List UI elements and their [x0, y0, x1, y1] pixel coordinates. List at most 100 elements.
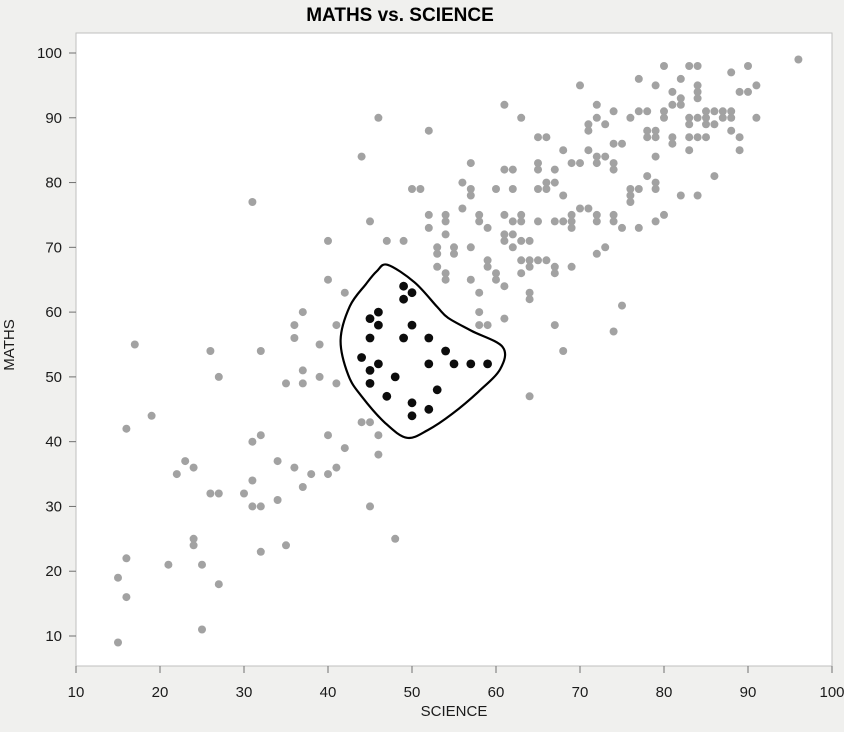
- data-point[interactable]: [651, 152, 660, 161]
- data-point[interactable]: [206, 347, 215, 355]
- data-point[interactable]: [391, 534, 400, 543]
- data-point[interactable]: [332, 463, 341, 472]
- data-point[interactable]: [651, 126, 660, 135]
- selected-data-point[interactable]: [365, 333, 375, 343]
- data-point[interactable]: [534, 217, 542, 226]
- data-point[interactable]: [466, 275, 475, 284]
- data-point[interactable]: [542, 185, 551, 193]
- selected-data-point[interactable]: [365, 366, 375, 375]
- data-point[interactable]: [500, 100, 509, 109]
- data-point[interactable]: [332, 321, 341, 330]
- data-point[interactable]: [567, 217, 576, 226]
- data-point[interactable]: [147, 411, 156, 420]
- data-point[interactable]: [324, 431, 332, 440]
- data-point[interactable]: [248, 502, 257, 511]
- data-point[interactable]: [517, 236, 526, 245]
- data-point[interactable]: [668, 139, 677, 148]
- selected-data-point[interactable]: [382, 391, 392, 401]
- data-point[interactable]: [710, 172, 719, 181]
- data-point[interactable]: [702, 113, 710, 122]
- selected-data-point[interactable]: [399, 333, 408, 343]
- data-point[interactable]: [324, 236, 332, 245]
- data-point[interactable]: [433, 243, 442, 252]
- data-point[interactable]: [550, 178, 559, 187]
- data-point[interactable]: [508, 217, 517, 226]
- data-point[interactable]: [483, 321, 492, 330]
- data-point[interactable]: [550, 262, 559, 271]
- data-point[interactable]: [366, 217, 374, 226]
- data-point[interactable]: [735, 146, 744, 155]
- data-point[interactable]: [248, 437, 257, 446]
- data-point[interactable]: [114, 638, 122, 647]
- data-point[interactable]: [525, 262, 534, 271]
- data-point[interactable]: [240, 489, 248, 498]
- selected-data-point[interactable]: [407, 288, 417, 298]
- data-point[interactable]: [475, 308, 484, 317]
- data-point[interactable]: [559, 191, 568, 200]
- data-point[interactable]: [500, 210, 509, 219]
- data-point[interactable]: [634, 223, 643, 232]
- data-point[interactable]: [424, 210, 433, 219]
- data-point[interactable]: [458, 178, 467, 187]
- data-point[interactable]: [567, 223, 576, 232]
- data-point[interactable]: [592, 159, 601, 168]
- data-point[interactable]: [483, 223, 492, 232]
- data-point[interactable]: [374, 431, 383, 440]
- data-point[interactable]: [433, 249, 442, 258]
- selected-data-point[interactable]: [365, 379, 375, 388]
- data-point[interactable]: [433, 262, 442, 271]
- data-point[interactable]: [542, 256, 551, 265]
- data-point[interactable]: [534, 185, 542, 193]
- selected-data-point[interactable]: [424, 404, 434, 414]
- selected-data-point[interactable]: [374, 320, 383, 330]
- data-point[interactable]: [685, 62, 694, 70]
- data-point[interactable]: [618, 301, 626, 310]
- data-point[interactable]: [643, 126, 652, 135]
- data-point[interactable]: [550, 165, 559, 174]
- data-point[interactable]: [584, 146, 593, 155]
- data-point[interactable]: [702, 107, 710, 116]
- plot-area[interactable]: [75, 32, 833, 667]
- data-point[interactable]: [366, 502, 374, 511]
- data-point[interactable]: [189, 534, 198, 543]
- selected-data-point[interactable]: [390, 372, 400, 382]
- data-point[interactable]: [718, 107, 727, 116]
- data-point[interactable]: [298, 379, 307, 388]
- data-point[interactable]: [676, 191, 685, 200]
- data-point[interactable]: [340, 288, 349, 297]
- data-point[interactable]: [508, 165, 517, 174]
- data-point[interactable]: [550, 321, 559, 330]
- data-point[interactable]: [618, 139, 626, 148]
- data-point[interactable]: [441, 217, 450, 226]
- data-point[interactable]: [122, 554, 131, 563]
- data-point[interactable]: [282, 379, 290, 388]
- data-point[interactable]: [727, 68, 736, 77]
- data-point[interactable]: [693, 94, 702, 103]
- data-point[interactable]: [517, 269, 526, 278]
- data-point[interactable]: [576, 81, 584, 90]
- data-point[interactable]: [483, 256, 492, 265]
- data-point[interactable]: [643, 133, 652, 142]
- selected-data-point[interactable]: [399, 294, 408, 304]
- data-point[interactable]: [298, 366, 307, 375]
- data-point[interactable]: [626, 198, 635, 206]
- data-point[interactable]: [576, 204, 584, 213]
- data-point[interactable]: [450, 249, 458, 258]
- data-point[interactable]: [399, 236, 408, 245]
- data-point[interactable]: [172, 470, 181, 479]
- data-point[interactable]: [567, 262, 576, 271]
- data-point[interactable]: [668, 133, 677, 142]
- data-point[interactable]: [214, 580, 223, 589]
- data-point[interactable]: [727, 126, 736, 135]
- data-point[interactable]: [752, 113, 761, 122]
- data-point[interactable]: [492, 275, 500, 284]
- data-point[interactable]: [668, 100, 677, 109]
- data-point[interactable]: [374, 450, 383, 459]
- data-point[interactable]: [567, 159, 576, 168]
- data-point[interactable]: [685, 133, 694, 142]
- data-point[interactable]: [601, 243, 610, 252]
- data-point[interactable]: [357, 418, 366, 427]
- data-point[interactable]: [626, 191, 635, 200]
- data-point[interactable]: [534, 133, 542, 142]
- data-point[interactable]: [475, 217, 484, 226]
